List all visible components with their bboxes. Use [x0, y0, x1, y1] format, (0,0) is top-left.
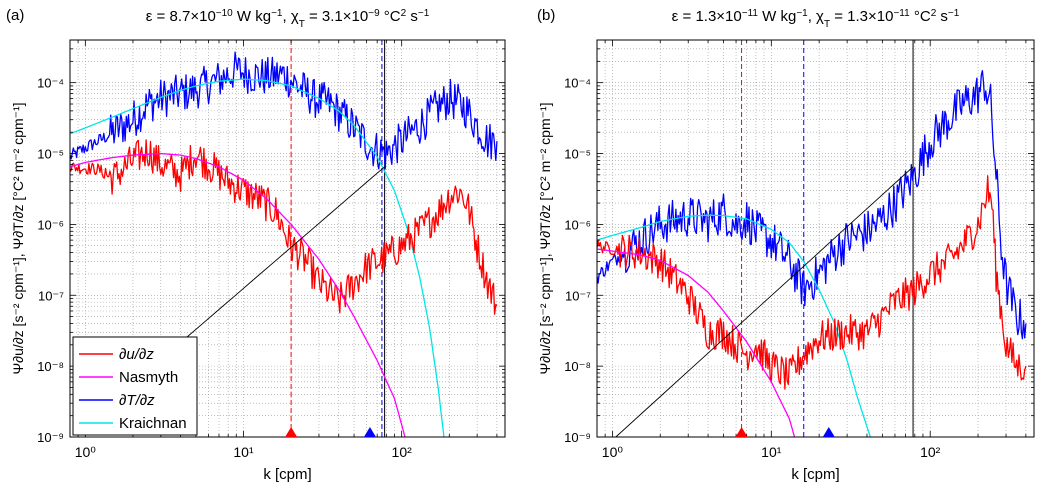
red-triangle-marker [285, 427, 298, 437]
series-line [70, 51, 498, 170]
y-tick-label: 10⁻⁹ [564, 430, 591, 445]
chart-title: ε = 8.7×10−10 W kg−1, χT = 3.1×10−9 °C2 … [146, 8, 430, 30]
series-line [597, 175, 1027, 390]
x-axis-label: k [cpm] [263, 466, 311, 483]
x-axis-label: k [cpm] [791, 466, 839, 483]
blue-triangle-marker [363, 427, 376, 437]
series-line [70, 139, 498, 315]
legend: ∂u/∂z Nasmyth ∂T/∂z Kraichnan [72, 336, 198, 436]
legend-label: Nasmyth [119, 369, 178, 386]
y-axis-label: Ψ∂u/∂z [s⁻² cpm⁻¹], Ψ∂T/∂z [°C² m⁻² cpm⁻… [537, 102, 553, 374]
y-tick-label: 10⁻⁴ [37, 76, 64, 91]
series-line [597, 248, 796, 437]
axis-ticks [596, 39, 1034, 438]
panel-label: (b) [537, 7, 555, 24]
y-axis-label: Ψ∂u/∂z [s⁻² cpm⁻¹], Ψ∂T/∂z [°C² m⁻² cpm⁻… [10, 102, 26, 374]
slope-reference-line [164, 166, 385, 357]
panel-b: 10⁰ 10¹ 10² 10⁻⁹ 10⁻⁸ 10⁻⁷ 10⁻⁶ 10⁻⁵ 10⁻⁴ k [cpm]… [537, 7, 1035, 483]
y-tick-label: 10⁻⁸ [37, 359, 64, 374]
y-tick-label: 10⁻⁵ [564, 147, 591, 162]
y-tick-label: 10⁻⁷ [38, 288, 64, 303]
x-tick-label: 10² [392, 444, 413, 460]
x-tick-label: 10¹ [761, 444, 782, 460]
slope-reference-line [615, 166, 914, 437]
x-tick-label: 10¹ [233, 444, 254, 460]
x-tick-label: 10⁰ [75, 444, 97, 460]
series-line [597, 70, 1027, 340]
axis-ticks [69, 39, 505, 438]
legend-label: Kraichnan [119, 415, 187, 432]
blue-triangle-marker [822, 427, 835, 437]
y-tick-label: 10⁻⁶ [37, 217, 64, 232]
y-tick-label: 10⁻⁵ [37, 147, 64, 162]
y-tick-label: 10⁻⁶ [564, 217, 591, 232]
chart-title: ε = 1.3×10−11 W kg−1, χT = 1.3×10−11 °C2… [672, 8, 960, 30]
y-tick-label: 10⁻⁹ [37, 430, 64, 445]
legend-label: ∂T/∂z [119, 392, 155, 409]
series-line [70, 78, 445, 437]
y-tick-label: 10⁻⁷ [565, 288, 591, 303]
legend-label: ∂u/∂z [119, 346, 154, 363]
panel-label: (a) [6, 7, 24, 24]
x-tick-label: 10⁰ [602, 444, 624, 460]
panel-a: 10⁰ 10¹ 10² 10⁻⁹ 10⁻⁸ 10⁻⁷ 10⁻⁶ 10⁻⁵ 10⁻⁴ k [cpm]… [6, 7, 506, 483]
y-tick-label: 10⁻⁴ [564, 76, 591, 91]
x-tick-label: 10² [920, 444, 941, 460]
y-tick-label: 10⁻⁸ [564, 359, 591, 374]
plot-frame [596, 39, 1035, 438]
red-triangle-marker [735, 427, 748, 437]
series-line [70, 152, 406, 437]
